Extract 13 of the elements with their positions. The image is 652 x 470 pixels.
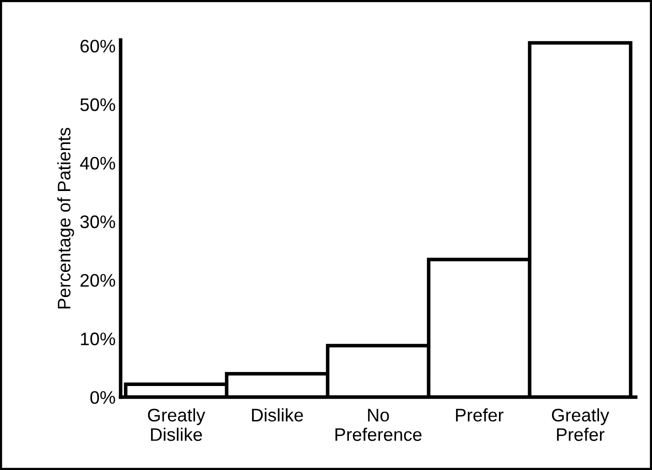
y-tick-label: 20% <box>80 274 116 287</box>
y-tick-label: 50% <box>80 98 116 112</box>
x-tick-label: No Preference <box>335 408 422 441</box>
x-tick-label: Prefer <box>456 408 504 422</box>
x-tick-label: Greatly Prefer <box>552 408 610 441</box>
y-tick-label: 0% <box>90 391 116 404</box>
y-tick-label: 10% <box>81 332 116 346</box>
x-tick-label: Greatly Dislike <box>148 408 206 441</box>
x-tick-label: Dislike <box>252 408 303 422</box>
y-axis-title: Percentage of Patients <box>57 128 74 308</box>
y-tick-label: 30% <box>80 215 116 228</box>
y-tick-label: 40% <box>80 156 116 170</box>
y-tick-label: 60% <box>80 40 116 53</box>
